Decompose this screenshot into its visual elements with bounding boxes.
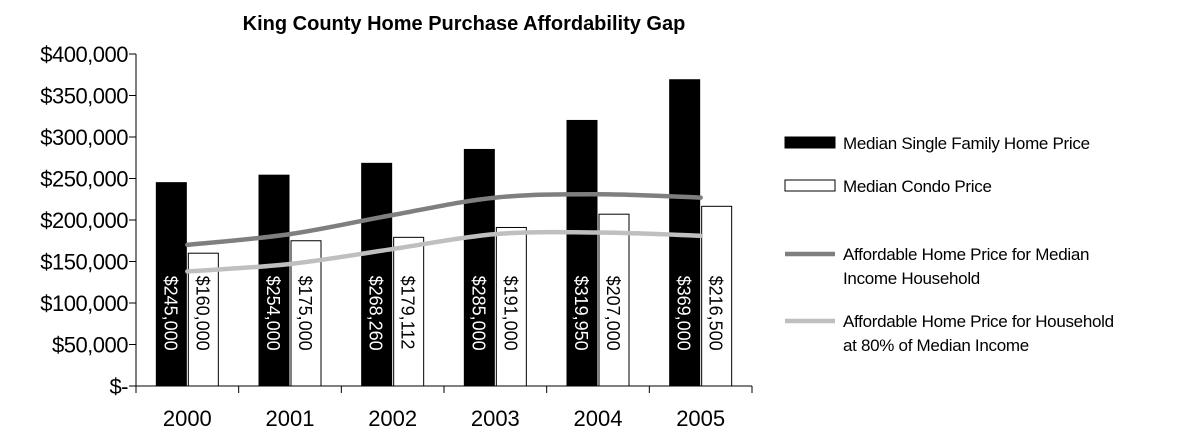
x-tick-label: 2001 xyxy=(266,406,315,431)
lines xyxy=(185,192,703,274)
bar-data-label: $160,000 xyxy=(192,276,212,351)
series-line xyxy=(185,192,703,248)
y-tick-label: $50,000 xyxy=(52,333,128,358)
y-tick-label: $200,000 xyxy=(40,208,128,233)
legend-swatch xyxy=(784,136,836,149)
series-line xyxy=(185,229,703,274)
bar xyxy=(598,213,630,387)
bar xyxy=(155,182,187,387)
y-tick-label: $- xyxy=(109,374,128,399)
bar-data-label: $191,000 xyxy=(500,276,520,351)
bar xyxy=(393,236,425,387)
bar-data-label: $179,112 xyxy=(398,276,418,350)
legend-label: Affordable Home Price for Household xyxy=(843,312,1114,331)
y-tick-label: $250,000 xyxy=(40,167,128,192)
x-tick-label: 2000 xyxy=(163,406,212,431)
legend-label: Income Household xyxy=(843,269,980,288)
y-tick-label: $150,000 xyxy=(40,250,128,275)
bar-labels: $245,000 $254,000 $268,260 $285,000 $319,950… xyxy=(160,276,725,351)
x-tick-label: 2005 xyxy=(676,406,725,431)
x-tick-label: 2004 xyxy=(574,406,623,431)
bar-data-label: $216,500 xyxy=(706,276,726,351)
bar-data-label: $254,000 xyxy=(263,276,283,351)
bar xyxy=(701,205,733,387)
y-tick-label: $100,000 xyxy=(40,291,128,316)
bar xyxy=(258,174,290,387)
chart-title: King County Home Purchase Affordability … xyxy=(243,13,686,35)
y-tick-label: $300,000 xyxy=(40,125,128,150)
bar-data-label: $369,000 xyxy=(674,276,694,351)
x-tick-label: 2002 xyxy=(368,406,417,431)
legend-label: Median Condo Price xyxy=(843,177,992,196)
bar xyxy=(187,252,219,387)
bar-data-label: $175,000 xyxy=(295,276,315,351)
legend-label: Affordable Home Price for Median xyxy=(843,245,1089,264)
bar-data-label: $268,260 xyxy=(366,276,386,351)
legend-swatch xyxy=(784,179,836,192)
bar-data-label: $207,000 xyxy=(603,276,623,351)
bars xyxy=(155,79,733,387)
legend-label: at 80% of Median Income xyxy=(843,336,1029,355)
x-tick-label: 2003 xyxy=(471,406,520,431)
bar xyxy=(495,226,527,387)
bar-data-label: $245,000 xyxy=(160,276,180,351)
bar xyxy=(463,148,495,387)
axes: $- $50,000 $100,000 $150,000 $200,000 $250,00… xyxy=(40,42,753,431)
y-tick-label: $350,000 xyxy=(40,84,128,109)
bar-data-label: $285,000 xyxy=(468,276,488,351)
y-tick-label: $400,000 xyxy=(40,42,128,67)
legend-label: Median Single Family Home Price xyxy=(843,134,1090,153)
legend: Median Single Family Home Price Median Co… xyxy=(784,134,1114,355)
bar-data-label: $319,950 xyxy=(571,276,591,351)
bar xyxy=(566,119,598,387)
bar xyxy=(361,162,393,387)
